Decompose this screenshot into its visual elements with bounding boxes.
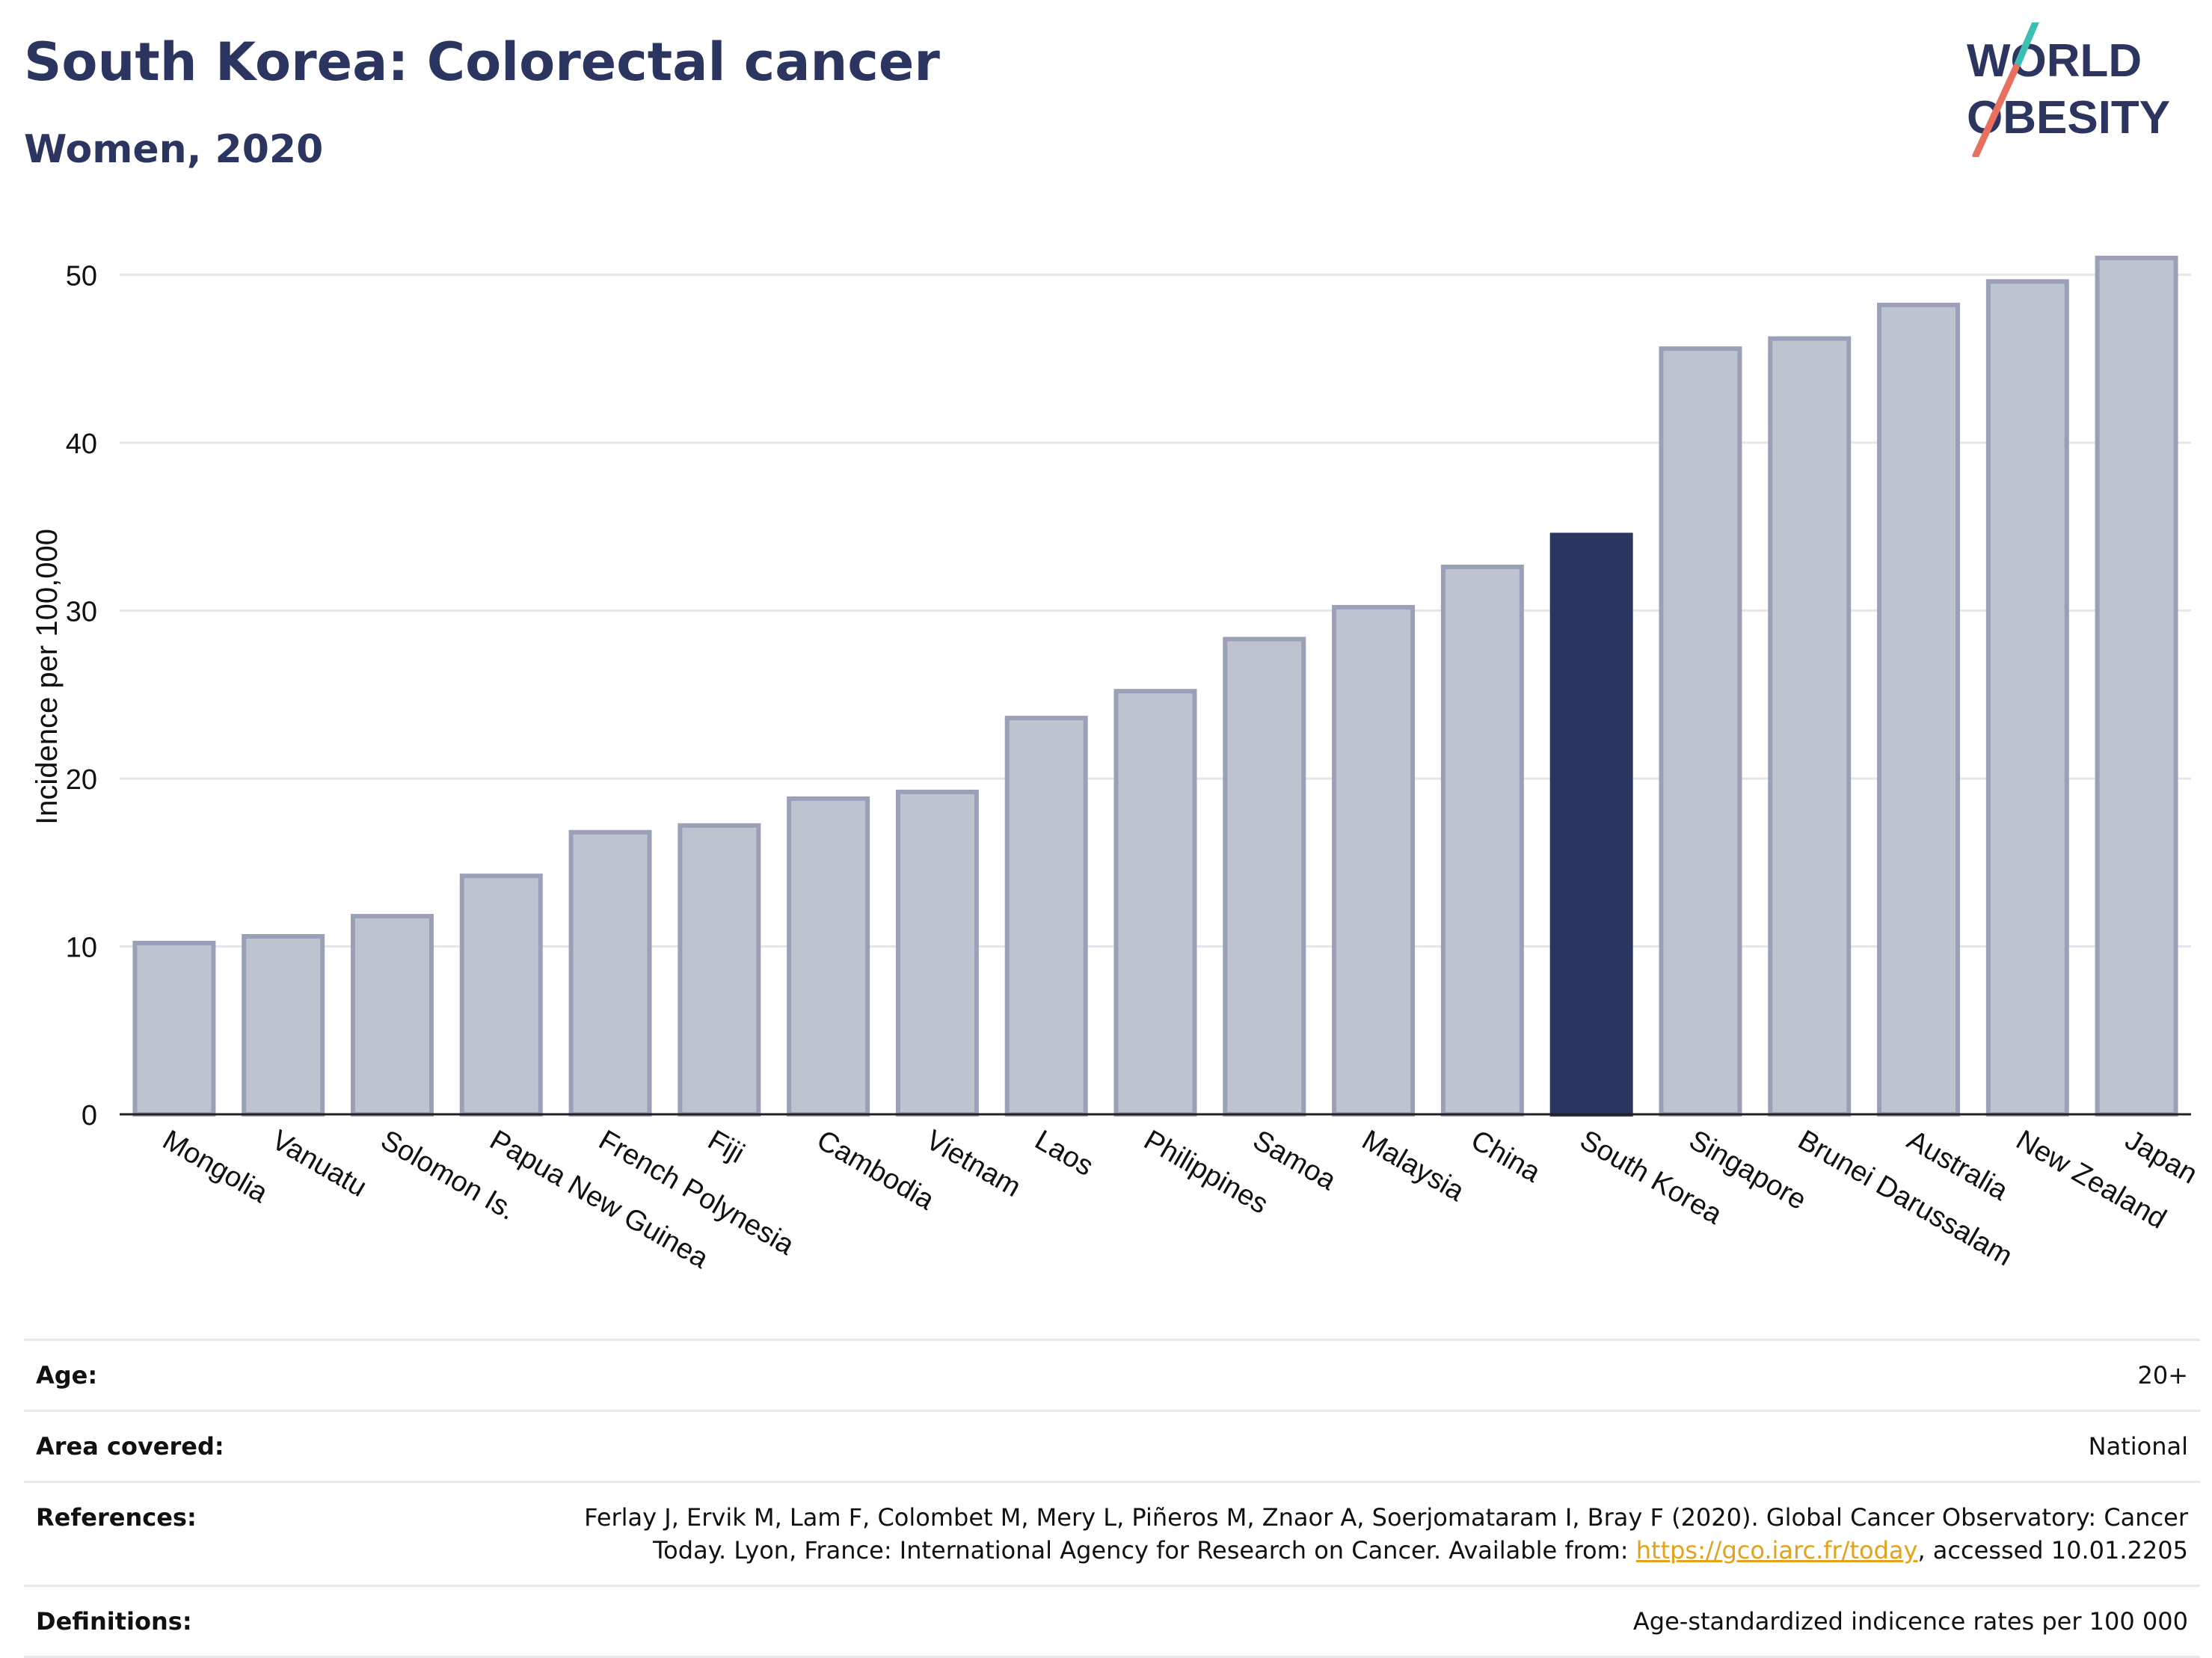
references-text-2: Today. Lyon, France: International Agenc… <box>653 1536 1636 1565</box>
meta-row-age: Age: 20+ <box>24 1339 2200 1410</box>
bar-japan <box>2095 255 2178 1117</box>
bar-laos <box>1004 716 1088 1117</box>
age-label: Age: <box>36 1361 98 1390</box>
bar-australia <box>1877 302 1961 1117</box>
bars <box>132 255 2178 1117</box>
meta-row-definitions: Definitions: Age-standardized indicence … <box>24 1585 2200 1658</box>
bar-philippines <box>1113 689 1197 1117</box>
bar-china <box>1440 565 1524 1117</box>
references-label: References: <box>36 1503 197 1532</box>
x-tick-label: Vanuatu <box>266 1124 372 1203</box>
bar-vanuatu <box>242 934 325 1117</box>
definitions-value: Age-standardized indicence rates per 100… <box>1632 1607 2188 1636</box>
y-axis-label: Incidence per 100,000 <box>31 529 64 825</box>
y-tick-label: 30 <box>66 596 97 627</box>
bar-new-zealand <box>1985 279 2069 1117</box>
bar-french-polynesia <box>568 829 652 1117</box>
y-tick-label: 20 <box>66 764 97 796</box>
references-value: Ferlay J, Ervik M, Lam F, Colombet M, Me… <box>584 1501 2188 1567</box>
metadata-table: Age: 20+ Area covered: National Referenc… <box>24 1339 2200 1658</box>
y-tick-label: 10 <box>66 932 97 963</box>
bar-solomon-is- <box>350 914 434 1117</box>
references-text-3: , accessed 10.01.2205 <box>1917 1536 2188 1565</box>
y-tick-label: 0 <box>82 1100 97 1132</box>
y-tick-label: 50 <box>66 260 97 292</box>
x-tick-label: Japan <box>2120 1124 2203 1190</box>
definitions-label: Definitions: <box>36 1607 192 1636</box>
x-tick-label: Cambodia <box>811 1124 940 1216</box>
x-tick-label: Fiji <box>702 1124 749 1170</box>
bar-malaysia <box>1332 604 1416 1117</box>
references-link[interactable]: https://gco.iarc.fr/today <box>1635 1536 1918 1565</box>
meta-row-references: References: Ferlay J, Ervik M, Lam F, Co… <box>24 1481 2200 1585</box>
world-obesity-logo: WORLD OBESITY <box>1967 22 2170 157</box>
bar-vietnam <box>895 789 979 1117</box>
bar-singapore <box>1659 346 1742 1117</box>
area-value: National <box>2088 1432 2188 1461</box>
bar-samoa <box>1223 636 1306 1117</box>
y-axis-ticks: 0 10 20 30 40 50 <box>66 260 97 1132</box>
bar-cambodia <box>787 796 870 1117</box>
bar-papua-new-guinea <box>459 873 543 1117</box>
area-label: Area covered: <box>36 1432 224 1461</box>
chart-subtitle: Women, 2020 <box>24 127 324 172</box>
age-value: 20+ <box>2137 1361 2188 1390</box>
y-tick-label: 40 <box>66 429 97 460</box>
chart-title: South Korea: Colorectal cancer <box>24 31 940 93</box>
references-text-1: Ferlay J, Ervik M, Lam F, Colombet M, Me… <box>584 1503 2188 1532</box>
x-tick-label: Philippines <box>1139 1124 1274 1220</box>
x-tick-label: China <box>1466 1124 1546 1188</box>
bar-fiji <box>678 823 761 1117</box>
bar-south-korea <box>1549 532 1633 1117</box>
x-tick-label: Mongolia <box>157 1124 273 1209</box>
meta-row-area: Area covered: National <box>24 1410 2200 1481</box>
x-tick-label: Malaysia <box>1357 1124 1470 1208</box>
bar-mongolia <box>132 940 216 1117</box>
x-tick-label: Laos <box>1030 1124 1099 1182</box>
bar-brunei-darussalam <box>1768 336 1852 1117</box>
logo-line1: WORLD <box>1967 35 2142 87</box>
